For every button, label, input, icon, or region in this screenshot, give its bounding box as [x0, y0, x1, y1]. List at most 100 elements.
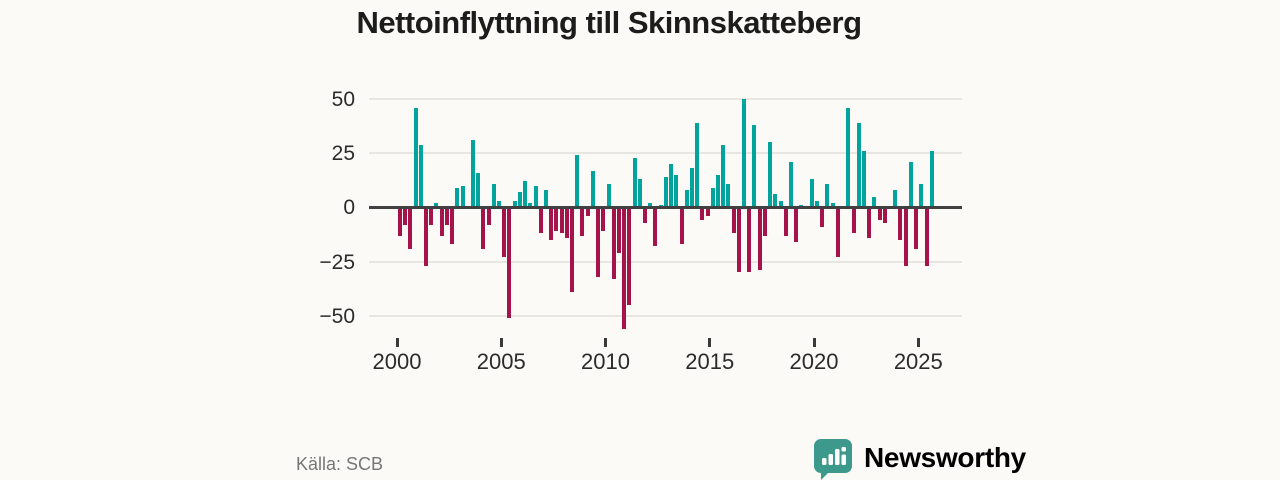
bar — [768, 142, 773, 208]
gridline — [369, 314, 962, 317]
bar — [736, 207, 741, 273]
x-axis-label: 2020 — [789, 349, 839, 374]
bar — [684, 190, 689, 208]
x-axis-label: 2025 — [893, 349, 943, 374]
bar — [637, 179, 642, 208]
y-axis-label: 25 — [331, 142, 355, 166]
bar — [434, 203, 439, 208]
gridline — [369, 152, 962, 155]
bar — [533, 185, 538, 208]
bar — [622, 207, 627, 329]
bar — [481, 207, 486, 249]
bar — [762, 207, 767, 236]
x-axis-label: 2010 — [581, 349, 630, 374]
bar — [924, 207, 929, 266]
bar — [898, 207, 903, 240]
bar — [835, 207, 840, 258]
bar — [731, 207, 736, 234]
bar — [783, 207, 788, 236]
bar — [721, 144, 726, 208]
bar — [752, 125, 757, 208]
newsworthy-logo-text: Newsworthy — [864, 442, 1026, 473]
newsworthy-logo: Newsworthy — [813, 438, 1026, 480]
gridline — [369, 98, 962, 100]
bar — [773, 194, 778, 208]
bar — [747, 207, 752, 273]
bar — [470, 140, 475, 208]
bar — [856, 122, 861, 208]
bar — [455, 187, 460, 208]
bar — [794, 207, 799, 243]
bar — [648, 203, 653, 208]
bar — [679, 207, 684, 245]
bar — [846, 107, 851, 208]
x-axis-tick — [812, 338, 816, 347]
bar — [616, 207, 621, 253]
bar — [653, 207, 658, 247]
x-axis-tick — [395, 338, 399, 347]
y-axis-label: −25 — [319, 250, 355, 274]
bar — [742, 99, 747, 208]
bar — [439, 207, 444, 236]
bar — [815, 200, 820, 208]
bar — [908, 161, 913, 208]
bar — [575, 155, 580, 208]
bar — [778, 200, 783, 208]
bar — [507, 207, 512, 318]
bar — [903, 207, 908, 266]
bar — [643, 207, 647, 223]
bar — [418, 144, 423, 208]
bar — [403, 207, 408, 225]
plot-area — [369, 98, 962, 335]
bar — [715, 174, 720, 208]
bar — [877, 207, 882, 221]
bar — [497, 200, 502, 208]
bar — [585, 207, 590, 217]
bar — [413, 107, 418, 208]
bar — [669, 164, 674, 208]
bar — [914, 207, 919, 249]
x-axis-line — [369, 205, 962, 209]
bar — [554, 207, 559, 232]
bar — [788, 161, 793, 208]
bar — [700, 207, 705, 221]
bar — [408, 207, 413, 249]
bar — [450, 207, 455, 245]
y-axis-label: 50 — [331, 88, 355, 111]
x-axis-tick — [708, 338, 712, 347]
bar — [867, 207, 872, 238]
bar — [882, 207, 887, 223]
bar — [606, 183, 611, 208]
chart-title: Nettoinflyttning till Skinnskatteberg — [356, 5, 862, 40]
bar — [424, 207, 429, 266]
x-axis-tick — [499, 338, 503, 347]
bar — [872, 196, 877, 208]
bar — [596, 207, 601, 277]
gridline — [369, 260, 962, 263]
bar — [590, 170, 595, 208]
bar — [559, 207, 564, 234]
bar — [398, 207, 402, 236]
bar — [543, 190, 548, 208]
bar — [893, 190, 898, 208]
bar — [502, 207, 507, 258]
x-axis-tick — [916, 338, 920, 347]
bar — [689, 168, 694, 208]
bar — [627, 207, 632, 305]
bar — [710, 187, 715, 208]
bar — [512, 200, 517, 208]
bar — [825, 183, 830, 208]
bar — [476, 172, 481, 208]
x-axis-tick — [604, 338, 608, 347]
bar — [705, 207, 710, 217]
bar — [809, 179, 814, 208]
bar — [570, 207, 575, 292]
bar — [486, 207, 491, 225]
bar — [632, 157, 637, 208]
bar — [695, 122, 700, 208]
bar — [674, 174, 679, 208]
bar — [919, 183, 924, 208]
x-axis-label: 2015 — [685, 349, 735, 374]
bar — [538, 207, 543, 234]
x-axis-label: 2000 — [372, 349, 422, 374]
